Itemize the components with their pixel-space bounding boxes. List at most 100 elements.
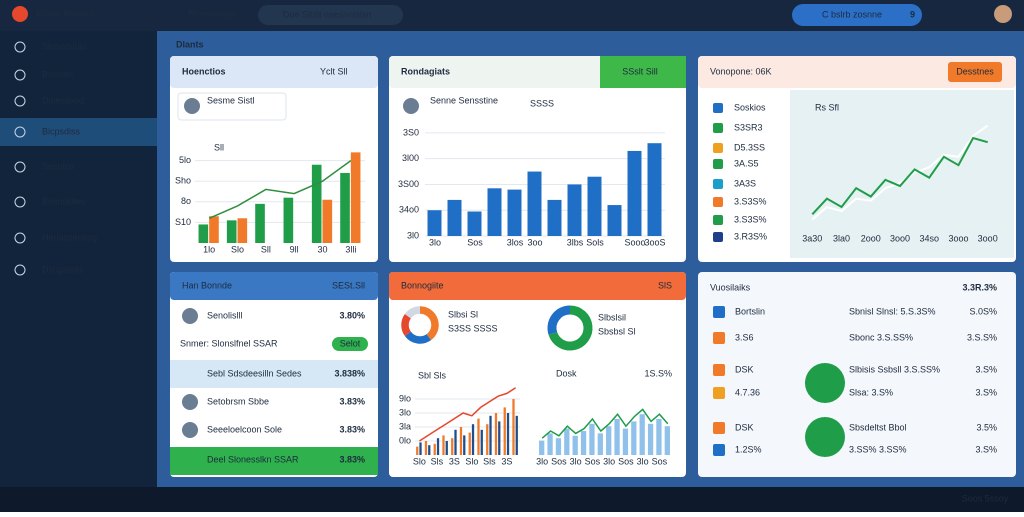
row-name: Seeeloelcoon Sole (207, 424, 282, 434)
bar (572, 435, 578, 455)
avatar (184, 98, 200, 114)
row-value: 3.838% (334, 368, 365, 378)
bar (447, 199, 462, 236)
nav-item: Bosnsidies (42, 196, 86, 206)
user-name: C bslrb zosnne (822, 9, 882, 19)
panel-action: SESt.Sll (332, 280, 365, 290)
x-tick-label: 3lo (536, 456, 548, 466)
row-left: 3.S6 (735, 332, 754, 342)
bar (503, 407, 506, 455)
bar (580, 431, 587, 455)
x-tick-label: Sos (618, 456, 634, 466)
bar (555, 438, 562, 455)
row-icon (713, 444, 725, 456)
bar (498, 421, 501, 455)
x-tick-label: 3a30 (802, 233, 822, 243)
list-icon (713, 143, 723, 153)
x-tick-label: 3lo (570, 456, 582, 466)
panel-title: Bonnogiite (401, 280, 444, 290)
bar (564, 428, 570, 455)
section-title: Dlants (176, 39, 204, 49)
row-mid: Slsa: 3.S% (849, 387, 893, 397)
bar (631, 421, 637, 455)
panel-title: Han Bonnde (182, 280, 232, 290)
bar (311, 164, 322, 243)
row-name: Setobrsm Sbbe (207, 396, 269, 406)
badge: 9 (910, 9, 915, 19)
bar (515, 415, 518, 455)
y-tick-label: 3lo (399, 407, 411, 417)
row-right: 3.S% (975, 364, 997, 374)
nav-icon (14, 69, 26, 81)
logo (12, 6, 28, 22)
list-item: D5.3SS (734, 142, 765, 152)
x-tick-label: 3oo (527, 237, 542, 247)
x-tick-label: 1lo (203, 244, 215, 254)
row-right: 3.S% (975, 444, 997, 454)
total: 3.3R.3% (962, 282, 997, 292)
bar (424, 441, 428, 455)
panel-title: Rondagiats (401, 66, 450, 76)
bar (512, 399, 515, 455)
y-tick-label: 3S0 (403, 127, 419, 137)
bar (442, 435, 445, 455)
avatar[interactable] (994, 5, 1012, 23)
bar (539, 440, 545, 455)
bar (451, 438, 454, 455)
bar (477, 418, 480, 455)
panel-title: Hoenctios (182, 66, 226, 76)
bar (463, 435, 466, 455)
row-right: 3.S.S% (967, 332, 997, 342)
list-item: 3A.S5 (734, 158, 759, 168)
row-name: Sebl Sdsdeesilln Sedes (207, 368, 302, 378)
button: Desstnes (956, 66, 994, 76)
legend: Rs Sfl (815, 102, 839, 112)
bar (639, 414, 645, 455)
bar (226, 220, 237, 243)
x-tick-label: Sooo (624, 237, 645, 247)
nav-icon (14, 196, 26, 208)
bar (283, 197, 294, 243)
bar (647, 143, 662, 236)
brand: Elsnn Bnsiics (36, 8, 95, 18)
bar (567, 184, 582, 236)
panel-title: Vonopone: 06K (710, 66, 772, 76)
row-value: 3.80% (339, 310, 365, 320)
bar (487, 188, 502, 236)
nav-item: Dsngstidis (42, 264, 84, 274)
badge: SSSS (530, 98, 554, 108)
x-tick-label: Sos (467, 237, 483, 247)
bar (486, 424, 489, 455)
row-left: DSK (735, 364, 754, 374)
bar (419, 442, 422, 455)
list-item: Soskios (734, 102, 766, 112)
clock: Soos 5ssoy (962, 493, 1009, 503)
user-pill[interactable] (792, 4, 922, 26)
y-tick-label: 3l0 (407, 230, 419, 240)
nav-item: Blornen (42, 69, 73, 79)
bar (627, 150, 642, 236)
pie-slice (404, 331, 432, 344)
bar (606, 426, 612, 455)
list-item: 3.S3S% (734, 214, 767, 224)
x-tick-label: Slo (465, 456, 478, 466)
x-tick-label: 3lo (603, 456, 615, 466)
x-tick-label: 3ooo (948, 233, 968, 243)
pie-label: Slbslsil (598, 312, 626, 322)
bar (416, 446, 419, 455)
active-item[interactable] (0, 118, 157, 146)
row-right: 3.5% (976, 422, 997, 432)
list-icon (713, 123, 723, 133)
list-item: 3A3S (734, 178, 756, 188)
bar (445, 441, 448, 455)
bar (468, 432, 471, 455)
list-icon (713, 179, 723, 189)
panel-action: Yclt Sll (320, 66, 348, 76)
line (208, 159, 352, 219)
row-icon (713, 306, 725, 318)
search-box[interactable] (258, 5, 403, 25)
x-tick-label: 3lbs (567, 237, 584, 247)
bar (489, 415, 492, 455)
x-tick-label: 3lo (429, 237, 441, 247)
x-tick-label: 2oo0 (861, 233, 881, 243)
